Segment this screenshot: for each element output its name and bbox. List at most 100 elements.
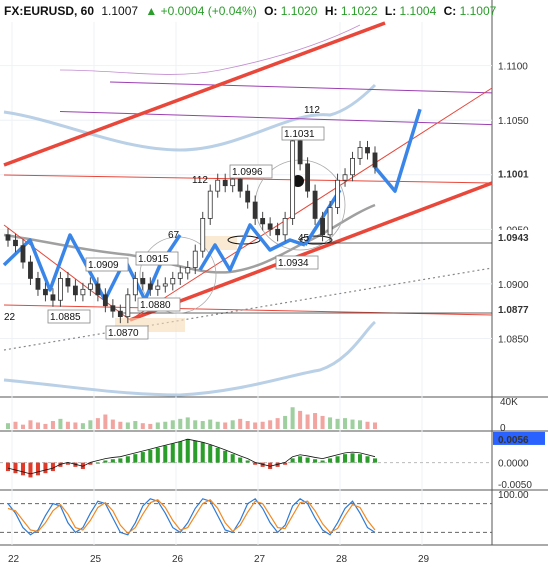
- macd-bar: [230, 454, 235, 463]
- candle-body: [58, 278, 63, 301]
- time-tick-22: 22: [8, 554, 20, 565]
- macd-bar: [260, 462, 265, 467]
- macd-bar: [170, 443, 175, 463]
- macd-bar: [200, 442, 205, 463]
- candle-body: [155, 285, 161, 290]
- macd-bar: [35, 462, 40, 476]
- volume-bar: [28, 420, 33, 429]
- label-1-0915-box: [135, 251, 179, 266]
- candle-body: [320, 218, 325, 236]
- candle-body: [297, 140, 303, 165]
- macd-bar: [298, 456, 303, 463]
- volume-bar: [215, 421, 220, 429]
- macd-bar: [133, 454, 138, 463]
- volume-bar: [140, 423, 145, 429]
- header: FX:EURUSD, 60 1.1007 ▲ +0.0004 (+0.04%) …: [4, 4, 497, 18]
- channel-upper: [3, 21, 386, 167]
- volume-bar: [253, 422, 258, 429]
- candle-body: [35, 278, 41, 290]
- macd-bar: [13, 462, 18, 474]
- candle-body: [13, 239, 18, 247]
- label-1-0880-box: [137, 297, 181, 312]
- candle-body: [43, 288, 48, 296]
- diag-line: [3, 224, 131, 321]
- candle-body: [365, 147, 370, 154]
- macd-bar: [65, 462, 70, 465]
- price-badge-1094-bg: [493, 229, 545, 244]
- candle-body: [192, 250, 198, 268]
- macd-bar: [350, 453, 355, 463]
- volume-bar: [260, 421, 265, 429]
- candle-body: [372, 152, 378, 168]
- candle-body: [170, 278, 176, 285]
- label-1-0909-box: [85, 257, 129, 272]
- forecast-path: [373, 108, 422, 193]
- macd-bar: [313, 459, 318, 463]
- macd-bar: [178, 441, 183, 463]
- macd-bar: [28, 462, 33, 478]
- candle-body: [147, 283, 153, 290]
- volume-bar: [35, 422, 40, 429]
- close-value: 1.1007: [460, 4, 497, 18]
- macd-bar: [305, 457, 310, 463]
- resistance-line: [3, 174, 493, 184]
- macd-bar: [125, 456, 130, 463]
- label-1-0996-box: [229, 164, 273, 179]
- candle-body: [237, 178, 243, 192]
- candles: [5, 134, 378, 324]
- annotations: 1.0885 1.0870 1.0880 1.0909 1.0915 1.0996 1.10…: [4, 105, 325, 340]
- fan-line: [129, 87, 493, 321]
- candle-body: [282, 218, 288, 236]
- macd-bar: [215, 447, 220, 463]
- label-1-0885: 1.0885: [50, 312, 81, 323]
- volume-tick-0: 0: [500, 423, 506, 434]
- volume-bar: [88, 420, 93, 429]
- volume-bar: [298, 410, 303, 429]
- volume-bar: [365, 421, 370, 429]
- macd-bar: [110, 459, 115, 463]
- volume-bar: [230, 420, 235, 429]
- volume-bar: [13, 421, 18, 429]
- volume-bar: [328, 417, 333, 429]
- volume-bar: [20, 424, 25, 429]
- ellipse-right: [299, 235, 333, 245]
- price-tick-1: 1.1050: [498, 116, 529, 127]
- candle-body: [260, 218, 266, 225]
- volume-bar: [110, 419, 115, 429]
- volume-bar: [185, 417, 190, 429]
- label-22-left: 22: [4, 312, 16, 323]
- change-value: +0.0004 (+0.04%): [161, 4, 257, 18]
- macd-bar: [50, 462, 55, 472]
- volume-bar: [178, 418, 183, 429]
- stoch-d-line: [7, 499, 376, 535]
- volume-bar: [283, 415, 288, 429]
- volume-bar: [193, 420, 198, 429]
- volume-bar: [148, 423, 153, 429]
- label-1-0870-box: [105, 325, 149, 340]
- volume-bar: [372, 422, 378, 429]
- macd-bar: [193, 440, 198, 463]
- candle-body: [162, 283, 168, 287]
- label-1-0934: 1.0934: [278, 258, 309, 269]
- last-price: 1.1007: [101, 4, 138, 18]
- volume-bar: [170, 420, 175, 429]
- macd-bar: [148, 449, 153, 463]
- macd-bar: [5, 462, 11, 472]
- open-value: 1.1020: [281, 4, 318, 18]
- band-lower: [3, 320, 377, 397]
- high-value: 1.1022: [341, 4, 378, 18]
- price-tick-0: 1.1100: [498, 62, 528, 73]
- candle-body: [290, 140, 296, 219]
- macd-bar: [343, 454, 348, 463]
- macd-bar: [290, 458, 295, 463]
- candle-body: [177, 272, 183, 279]
- price-tick-5: 1.0850: [498, 334, 529, 345]
- candle-body: [132, 278, 138, 296]
- volume-bar: [80, 423, 85, 429]
- time-tick-25: 25: [90, 554, 102, 565]
- macd-bar: [283, 462, 288, 465]
- candle-body: [312, 190, 318, 219]
- macd-bar: [245, 460, 250, 463]
- high-label: H:: [325, 4, 338, 18]
